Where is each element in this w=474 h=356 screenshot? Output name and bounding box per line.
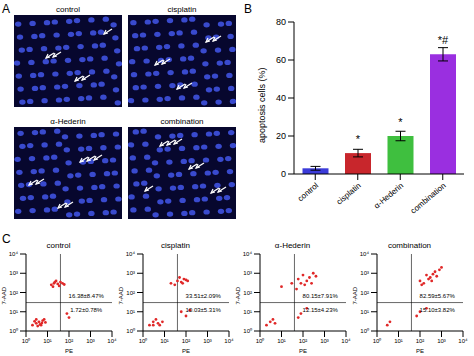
- svg-text:10³: 10³: [126, 270, 135, 276]
- svg-text:PE: PE: [416, 348, 424, 353]
- svg-text:10⁴: 10⁴: [243, 251, 253, 257]
- html-text:A: A: [2, 2, 10, 16]
- svg-text:10⁴: 10⁴: [360, 251, 370, 257]
- svg-text:PE: PE: [182, 348, 190, 353]
- svg-text:10²: 10²: [360, 290, 369, 296]
- svg-text:combination: combination: [409, 181, 448, 216]
- svg-text:apoptosis cells (%): apoptosis cells (%): [257, 67, 267, 143]
- svg-text:1.72±0.78%: 1.72±0.78%: [70, 307, 103, 313]
- svg-text:10³: 10³: [437, 338, 446, 344]
- svg-text:15.10±3.82%: 15.10±3.82%: [420, 307, 456, 313]
- svg-text:10³: 10³: [320, 338, 329, 344]
- svg-text:10⁰: 10⁰: [22, 337, 31, 344]
- svg-text:60: 60: [276, 55, 286, 65]
- svg-text:10³: 10³: [86, 338, 95, 344]
- svg-text:10.03±5.31%: 10.03±5.31%: [186, 307, 222, 313]
- svg-text:16.38±8.47%: 16.38±8.47%: [69, 293, 105, 299]
- svg-text:*: *: [398, 116, 403, 128]
- svg-text:10⁴: 10⁴: [458, 338, 468, 344]
- html-text:C: C: [2, 232, 11, 246]
- svg-text:10²: 10²: [182, 338, 191, 344]
- html-text:control: control: [56, 5, 80, 14]
- html-text:α-Hederin: α-Hederin: [50, 117, 86, 126]
- svg-text:33.51±2.09%: 33.51±2.09%: [186, 293, 222, 299]
- svg-text:PE: PE: [299, 348, 307, 353]
- svg-text:α-Hederin: α-Hederin: [372, 181, 405, 211]
- svg-text:10¹: 10¹: [277, 338, 286, 344]
- svg-text:7-AAD: 7-AAD: [118, 286, 124, 304]
- html-text:combination: combination: [160, 117, 204, 126]
- svg-text:10¹: 10¹: [360, 309, 369, 315]
- svg-text:10²: 10²: [243, 290, 252, 296]
- html-text:cisplatin: cisplatin: [161, 241, 190, 250]
- svg-text:0: 0: [281, 169, 286, 179]
- svg-text:10⁰: 10⁰: [373, 337, 382, 344]
- svg-text:10⁰: 10⁰: [9, 327, 18, 334]
- svg-text:10¹: 10¹: [160, 338, 169, 344]
- svg-text:82.59±5.67%: 82.59±5.67%: [420, 293, 456, 299]
- svg-text:control: control: [296, 181, 320, 203]
- svg-text:10²: 10²: [126, 290, 135, 296]
- svg-text:10⁴: 10⁴: [126, 251, 136, 257]
- svg-text:10⁴: 10⁴: [107, 338, 117, 344]
- svg-text:cisplatin: cisplatin: [335, 181, 363, 206]
- svg-text:10²: 10²: [65, 338, 74, 344]
- svg-text:10⁴: 10⁴: [341, 338, 351, 344]
- svg-text:10¹: 10¹: [243, 309, 252, 315]
- svg-text:10⁰: 10⁰: [256, 337, 265, 344]
- svg-text:12.15±4.23%: 12.15±4.23%: [303, 307, 339, 313]
- html-text:α-Hederin: α-Hederin: [274, 241, 311, 250]
- svg-text:10¹: 10¹: [394, 338, 403, 344]
- svg-text:7-AAD: 7-AAD: [1, 286, 7, 304]
- svg-text:7-AAD: 7-AAD: [352, 286, 358, 304]
- svg-text:10¹: 10¹: [9, 309, 18, 315]
- html-text:control: control: [46, 241, 71, 250]
- svg-text:10³: 10³: [243, 270, 252, 276]
- html-text:combination: combination: [387, 241, 432, 250]
- html-text:B: B: [244, 2, 252, 16]
- svg-text:80: 80: [276, 17, 286, 27]
- svg-text:10¹: 10¹: [126, 309, 135, 315]
- svg-text:10³: 10³: [203, 338, 212, 344]
- svg-text:10⁴: 10⁴: [9, 251, 19, 257]
- svg-text:80.15±7.91%: 80.15±7.91%: [303, 293, 339, 299]
- svg-text:10⁴: 10⁴: [224, 338, 234, 344]
- svg-text:10²: 10²: [416, 338, 425, 344]
- svg-text:10⁰: 10⁰: [360, 327, 369, 334]
- svg-text:10³: 10³: [9, 270, 18, 276]
- svg-text:10³: 10³: [360, 270, 369, 276]
- svg-text:*: *: [356, 133, 361, 145]
- svg-text:PE: PE: [65, 348, 73, 353]
- svg-text:20: 20: [276, 131, 286, 141]
- svg-text:40: 40: [276, 93, 286, 103]
- svg-text:*#: *#: [438, 34, 449, 46]
- svg-text:10⁰: 10⁰: [243, 327, 252, 334]
- svg-text:10¹: 10¹: [43, 338, 52, 344]
- svg-text:10⁰: 10⁰: [139, 337, 148, 344]
- svg-text:7-AAD: 7-AAD: [235, 286, 241, 304]
- svg-text:10²: 10²: [9, 290, 18, 296]
- html-text:cisplatin: cisplatin: [167, 5, 197, 14]
- svg-text:10²: 10²: [299, 338, 308, 344]
- svg-text:10⁰: 10⁰: [126, 327, 135, 334]
